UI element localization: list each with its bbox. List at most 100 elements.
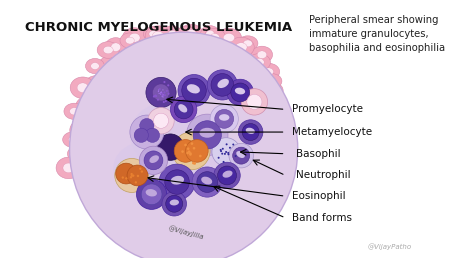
Text: @VijayJilla: @VijayJilla [168,225,205,240]
Ellipse shape [223,34,235,42]
Circle shape [162,95,164,97]
Ellipse shape [256,126,268,135]
Ellipse shape [111,75,120,82]
Circle shape [241,89,268,115]
Circle shape [153,95,155,97]
Ellipse shape [87,172,97,179]
Ellipse shape [216,184,227,193]
Ellipse shape [89,183,110,200]
Circle shape [184,144,187,146]
Ellipse shape [132,188,152,205]
Circle shape [115,159,149,192]
Circle shape [146,77,176,107]
Ellipse shape [73,150,83,157]
Ellipse shape [259,140,271,149]
Ellipse shape [126,37,134,44]
Ellipse shape [209,178,234,199]
Ellipse shape [224,169,249,189]
Ellipse shape [201,191,210,198]
Circle shape [164,92,165,94]
Ellipse shape [131,40,156,60]
Ellipse shape [159,223,185,245]
Circle shape [189,153,192,156]
Circle shape [167,84,169,86]
Text: Peripheral smear showing
immature granulocytes,
basophilia and eosinophilia: Peripheral smear showing immature granul… [309,15,445,53]
Ellipse shape [257,51,267,59]
Text: Neutrophil: Neutrophil [296,171,350,180]
Ellipse shape [198,223,222,241]
Ellipse shape [174,195,195,213]
Ellipse shape [251,146,260,152]
Ellipse shape [70,119,96,141]
Circle shape [130,115,164,149]
Ellipse shape [246,155,265,171]
Text: Basophil: Basophil [296,149,340,159]
Ellipse shape [85,131,95,139]
Ellipse shape [84,76,109,94]
Ellipse shape [236,175,248,184]
Ellipse shape [97,42,119,58]
Ellipse shape [166,229,178,239]
Ellipse shape [170,200,179,205]
Ellipse shape [130,102,205,168]
Ellipse shape [251,46,273,63]
Circle shape [173,132,210,170]
Ellipse shape [103,46,113,54]
Circle shape [160,92,163,94]
Ellipse shape [107,126,118,135]
Circle shape [226,143,228,145]
Circle shape [148,107,174,134]
Circle shape [224,153,226,155]
Ellipse shape [99,105,109,114]
Circle shape [161,92,163,94]
Circle shape [160,93,161,95]
Ellipse shape [151,192,175,211]
Ellipse shape [201,177,212,185]
Text: Band forms: Band forms [292,213,352,223]
Circle shape [116,163,137,184]
Circle shape [157,99,159,101]
Ellipse shape [56,157,81,179]
Circle shape [141,184,162,205]
Ellipse shape [158,41,168,49]
Circle shape [132,174,135,177]
Ellipse shape [86,136,98,147]
Circle shape [218,157,219,159]
Ellipse shape [171,176,184,185]
Ellipse shape [149,228,158,235]
Ellipse shape [267,78,276,85]
Ellipse shape [77,83,88,93]
Ellipse shape [237,188,258,204]
Circle shape [158,91,159,92]
Ellipse shape [103,102,125,120]
Ellipse shape [256,88,267,97]
Circle shape [161,92,162,93]
Ellipse shape [251,183,273,200]
Circle shape [163,97,164,98]
Ellipse shape [85,145,109,163]
Circle shape [235,155,237,157]
Ellipse shape [69,136,78,143]
Ellipse shape [177,40,186,47]
Circle shape [197,172,218,192]
Ellipse shape [219,187,229,196]
Ellipse shape [63,163,74,173]
Ellipse shape [231,49,250,65]
Ellipse shape [105,61,117,71]
Ellipse shape [130,207,139,214]
Ellipse shape [168,30,177,38]
Ellipse shape [146,189,157,197]
Ellipse shape [162,65,182,82]
Ellipse shape [200,128,215,138]
Ellipse shape [162,190,173,199]
Ellipse shape [116,213,125,221]
Circle shape [134,128,148,142]
Ellipse shape [212,181,236,202]
Ellipse shape [144,27,164,41]
Ellipse shape [180,24,203,44]
Ellipse shape [243,40,252,47]
Circle shape [219,149,222,151]
Ellipse shape [216,28,241,47]
Ellipse shape [155,184,180,204]
Text: Promyelocyte: Promyelocyte [292,105,363,114]
